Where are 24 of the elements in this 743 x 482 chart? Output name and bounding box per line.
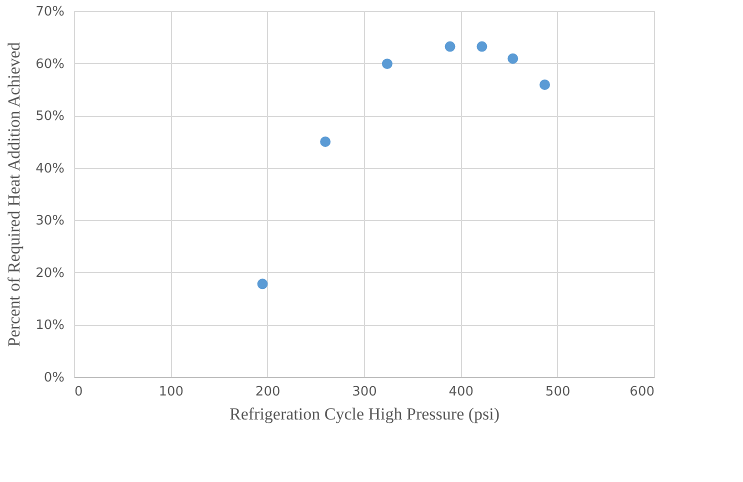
point [476,41,488,52]
x-tick-label: 300 [352,384,377,400]
x-tick-label: 200 [255,384,280,400]
x-tick-label: 0 [74,384,83,400]
y-tick-label: 70% [36,4,64,20]
y-tick-label: 10% [36,318,64,334]
y-tick-label: 20% [36,266,64,281]
y-tick-label: 30% [36,214,64,229]
point [444,41,456,52]
x-tick-label: 400 [448,384,474,400]
y-tick-label: 50% [36,109,64,124]
x-tick-label: 500 [545,384,570,400]
point [382,58,392,70]
point [540,79,550,90]
y-axis-title: Percent of Required Heat Addition Achieved [4,42,24,347]
x-axis-title: Refrigeration Cycle High Pressure (psi) [229,404,500,424]
point [508,53,518,64]
y-tick-label: 40% [36,161,64,176]
point [320,136,331,147]
y-tick-label: 0% [44,370,64,386]
x-tick-label: 600 [630,384,654,400]
x-tick-label: 100 [158,384,184,400]
point [257,278,268,290]
y-tick-label: 60% [36,56,64,72]
